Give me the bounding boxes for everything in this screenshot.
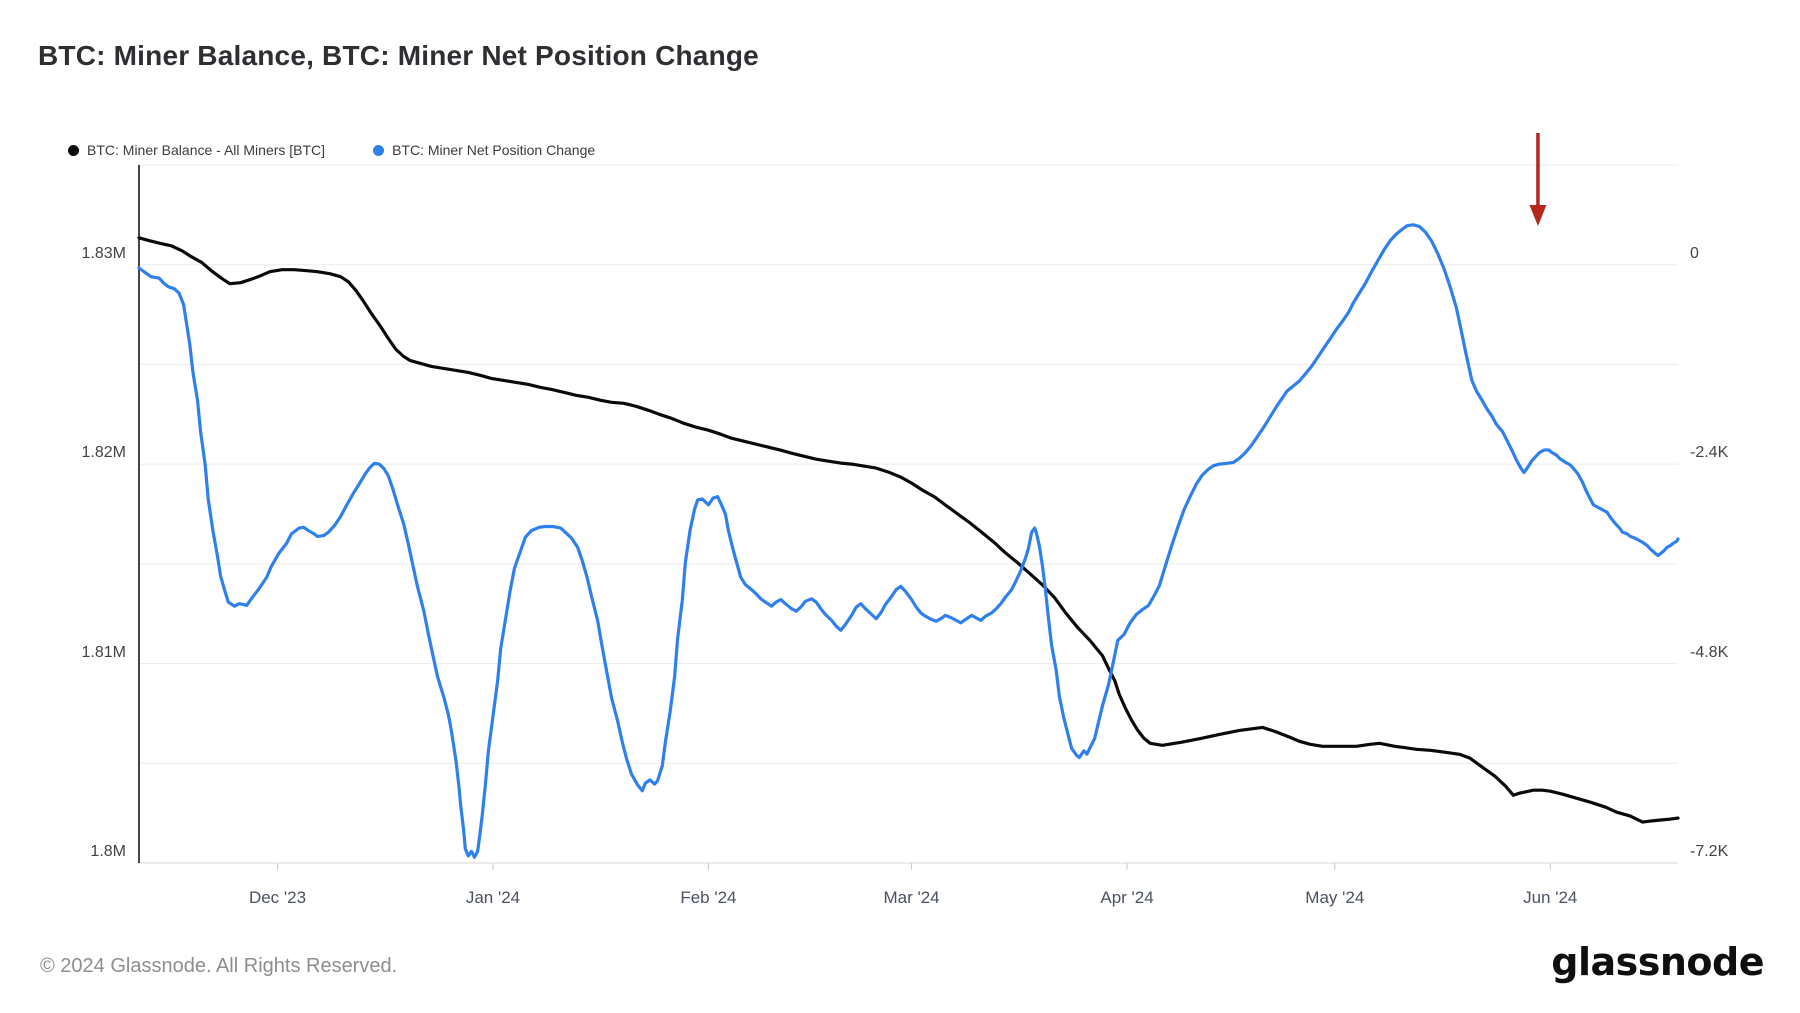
legend-item-miner-balance[interactable]: BTC: Miner Balance - All Miners [BTC] [68,142,325,158]
legend-dot-icon [68,144,79,156]
legend-label: BTC: Miner Balance - All Miners [BTC] [87,142,326,158]
annotation-arrow-head-icon [1529,205,1547,226]
y-axis-left-tick-label: 1.81M [81,643,126,661]
net-position-change-line [137,223,1680,859]
x-axis-tick-label[interactable]: Mar '24 [883,888,940,907]
y-axis-right-tick-label: 0 [1690,244,1699,262]
legend-dot-icon [373,144,385,156]
footer-copyright: © 2024 Glassnode. All Rights Reserved. [40,955,398,977]
miner-balance-line [137,236,1680,824]
y-axis-left-tick-label: 1.8M [90,843,126,860]
x-axis-tick-label[interactable]: Apr '24 [1100,888,1154,907]
x-axis-tick-label[interactable]: Jun '24 [1523,888,1578,907]
x-axis-tick-label[interactable]: Jan '24 [465,888,521,907]
y-axis-right-tick-label: -7.2K [1690,843,1729,860]
y-axis-left-tick-label: 1.82M [81,444,126,462]
legend-item-net-position-change[interactable]: BTC: Miner Net Position Change [373,142,595,158]
x-axis-tick-label[interactable]: May '24 [1305,888,1365,907]
y-axis-right-tick-label: -2.4K [1690,444,1729,462]
legend-label: BTC: Miner Net Position Change [392,142,596,158]
page-title: BTC: Miner Balance, BTC: Miner Net Posit… [38,40,759,71]
y-axis-left-tick-label: 1.83M [81,244,126,262]
x-axis-tick-label[interactable]: Dec '23 [248,888,307,907]
legend: BTC: Miner Balance - All Miners [BTC] BT… [68,142,595,158]
y-axis-right-tick-label: -4.8K [1690,643,1729,661]
x-axis-tick-label[interactable]: Feb '24 [680,888,737,907]
glassnode-logo: glassnode [1551,940,1764,984]
